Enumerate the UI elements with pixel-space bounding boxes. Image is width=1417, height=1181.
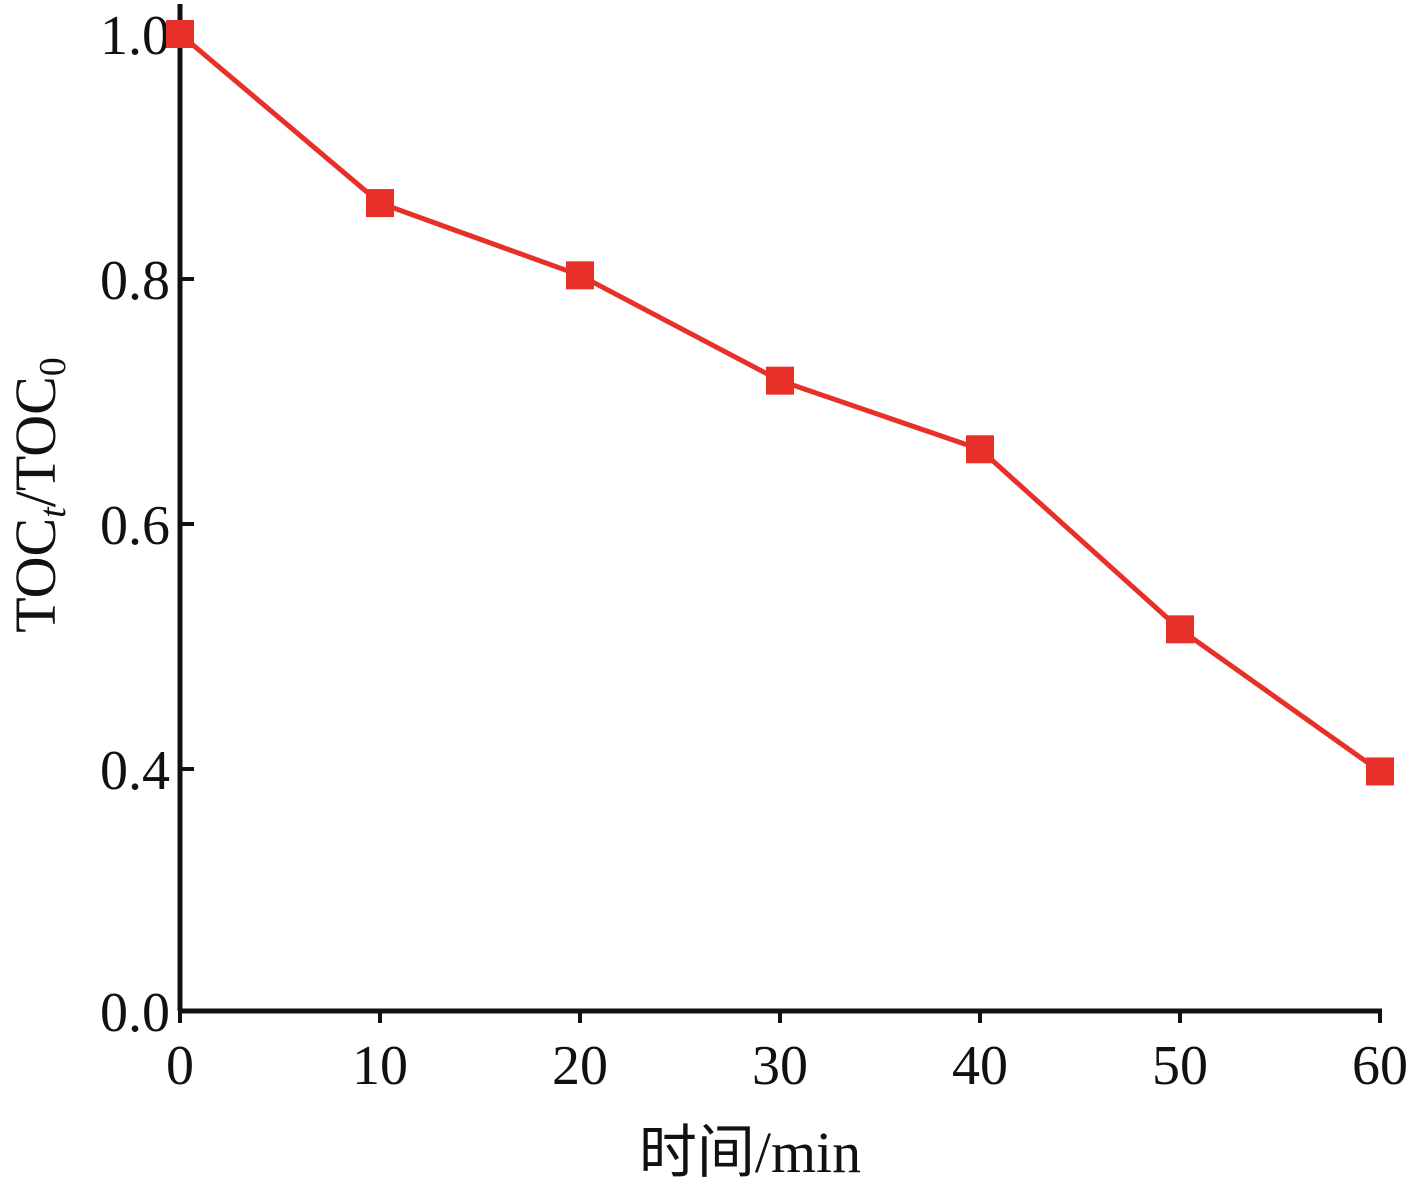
data-point (566, 261, 594, 290)
x-tick-label: 50 (1152, 1035, 1208, 1097)
x-tick-label: 20 (552, 1035, 608, 1097)
data-point (366, 189, 394, 218)
x-tick-label: 60 (1352, 1035, 1408, 1097)
data-point (1366, 757, 1394, 786)
y-label-sep: /TOC (3, 376, 68, 507)
x-tick-label: 30 (752, 1035, 808, 1097)
x-tick-label: 40 (952, 1035, 1008, 1097)
y-label-sub-num: t (32, 506, 74, 518)
series-line (178, 32, 1382, 774)
y-tick-label: 0.0 (100, 982, 170, 1044)
data-point (966, 435, 994, 464)
y-axis-label: TOCt/TOC0 (3, 357, 74, 633)
x-axis-label: 时间/min (639, 1120, 861, 1181)
y-tick-label: 0.4 (100, 740, 170, 802)
data-point (166, 20, 194, 48)
ticks: 0 10 20 30 40 50 60 0.0 0.4 0.6 0.8 1.0 (100, 5, 1408, 1097)
data-point (1166, 615, 1194, 644)
data-point (766, 366, 794, 395)
data-series (166, 20, 1394, 786)
x-tick-label: 10 (352, 1035, 408, 1097)
y-label-main: TOC (3, 518, 68, 633)
y-tick-label: 1.0 (100, 5, 170, 67)
y-label-sub-den: 0 (32, 357, 74, 376)
y-tick-label: 0.6 (100, 495, 170, 557)
x-tick-label: 0 (166, 1035, 194, 1097)
y-tick-label: 0.8 (100, 250, 170, 312)
axes (177, 4, 1382, 1014)
